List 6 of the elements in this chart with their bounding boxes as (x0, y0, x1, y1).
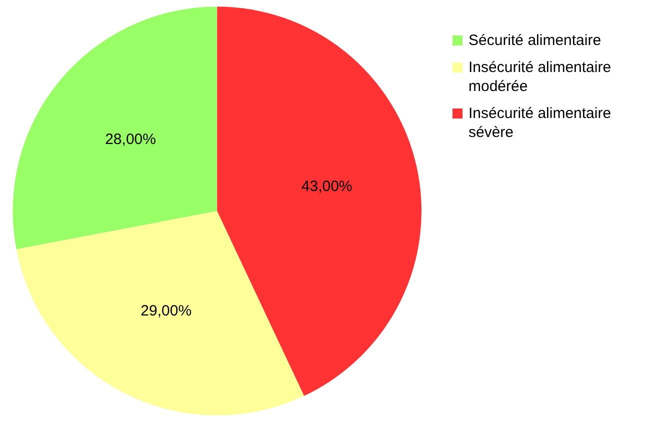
legend-label: Insécurité alimentaire modérée (468, 59, 612, 95)
legend-label: Sécurité alimentaire (468, 32, 602, 49)
legend-label: Insécurité alimentaire sévère (468, 105, 612, 141)
data-label: 43,00% (301, 178, 352, 195)
data-label: 28,00% (105, 130, 156, 148)
data-label: 29,00% (140, 302, 192, 320)
